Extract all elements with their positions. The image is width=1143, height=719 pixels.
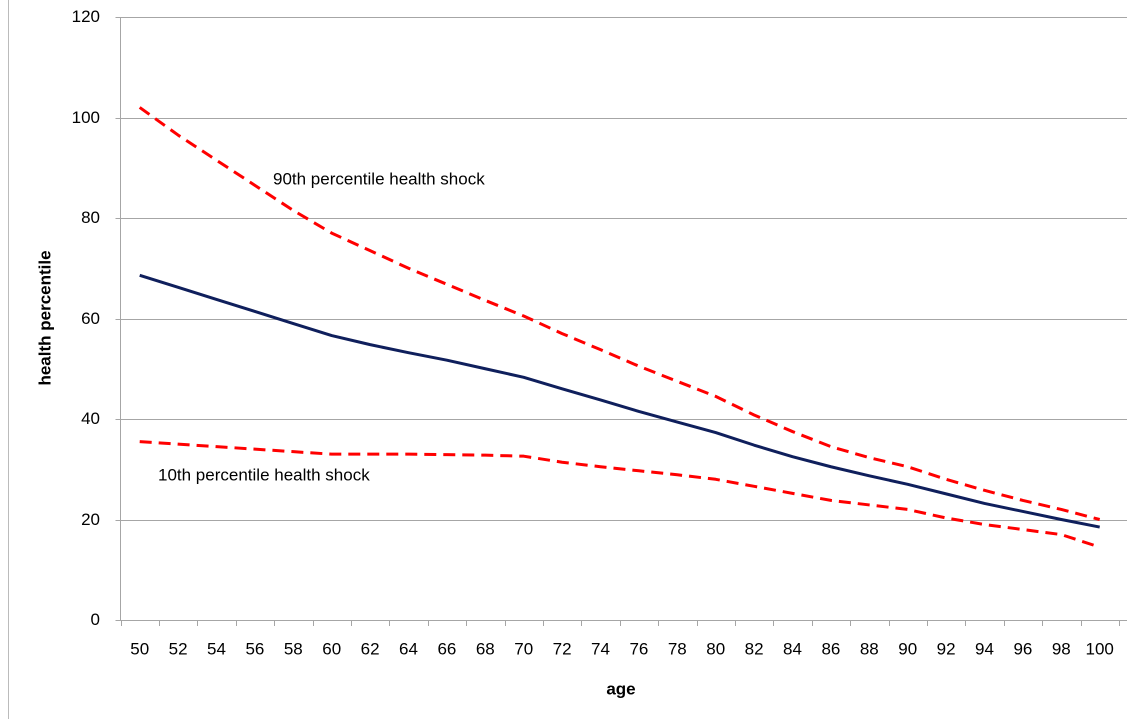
x-tick-label: 84: [783, 639, 802, 658]
x-tick-label: 56: [245, 639, 264, 658]
y-tick-label: 20: [81, 510, 100, 529]
x-tick-label: 76: [629, 639, 648, 658]
x-tick-label: 68: [476, 639, 495, 658]
x-tick-label: 58: [284, 639, 303, 658]
y-tick-label: 60: [81, 309, 100, 328]
x-tick-label: 70: [514, 639, 533, 658]
x-tick-label: 90: [898, 639, 917, 658]
x-tick-label: 60: [322, 639, 341, 658]
y-tick-label: 100: [72, 108, 100, 127]
x-tick-label: 50: [130, 639, 149, 658]
x-axis-title: age: [606, 679, 635, 698]
x-tick-label: 72: [553, 639, 572, 658]
x-tick-label: 96: [1013, 639, 1032, 658]
series-line: [139, 440, 1101, 549]
series-line: [139, 273, 1100, 529]
y-tick-label: 80: [81, 208, 100, 227]
x-tick-label: 92: [937, 639, 956, 658]
x-tick-label: 86: [821, 639, 840, 658]
x-tick-label: 82: [745, 639, 764, 658]
y-tick-label: 40: [81, 409, 100, 428]
x-tick-label: 66: [437, 639, 456, 658]
x-tick-label: 80: [706, 639, 725, 658]
x-tick-label: 78: [668, 639, 687, 658]
series-annotation: 10th percentile health shock: [158, 465, 370, 484]
x-tick-label: 88: [860, 639, 879, 658]
x-tick-label: 74: [591, 639, 610, 658]
x-tick-label: 100: [1086, 639, 1114, 658]
x-tick-label: 62: [361, 639, 380, 658]
y-tick-label: 0: [91, 610, 100, 629]
y-axis-title: health percentile: [35, 250, 54, 385]
x-tick-label: 64: [399, 639, 418, 658]
x-tick-label: 54: [207, 639, 226, 658]
y-tick-label: 120: [72, 7, 100, 26]
x-tick-label: 98: [1052, 639, 1071, 658]
x-tick-label: 94: [975, 639, 994, 658]
series-line: [138, 106, 1101, 521]
series-annotation: 90th percentile health shock: [273, 169, 485, 188]
x-tick-label: 52: [169, 639, 188, 658]
